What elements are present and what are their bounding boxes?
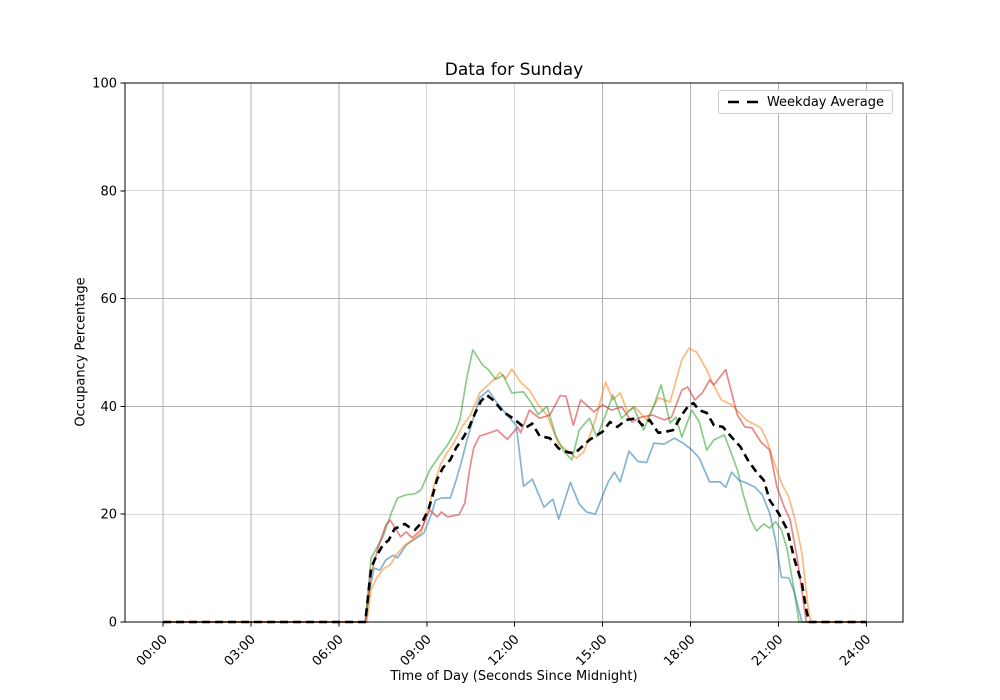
x-tick-label: 21:00 (749, 632, 786, 669)
x-tick-label: 03:00 (222, 632, 259, 669)
y-tick-label: 20 (100, 508, 117, 523)
chart-title: Data for Sunday (444, 60, 584, 80)
x-tick-label: 00:00 (134, 632, 171, 669)
y-tick-label: 40 (100, 400, 117, 415)
y-tick-label: 60 (100, 292, 117, 307)
tick-marks (120, 82, 867, 627)
x-tick-label: 24:00 (837, 632, 874, 669)
x-axis-label: Time of Day (Seconds Since Midnight) (390, 669, 638, 684)
x-tick-label: 15:00 (573, 632, 610, 669)
legend-entry-label: Weekday Average (766, 94, 884, 110)
tick-labels: 00:00 03:00 06:00 09:00 12:00 15:00 18:00 21:00… (92, 77, 874, 670)
legend-dashed-line-sample (728, 100, 758, 104)
x-tick-label: 06:00 (310, 632, 347, 669)
x-tick-label: 12:00 (485, 632, 522, 669)
y-tick-label: 0 (109, 616, 117, 631)
series-line-sunday-sample-green (163, 348, 867, 623)
y-tick-label: 80 (100, 184, 117, 199)
legend-box: Weekday Average (718, 90, 893, 114)
gridlines (125, 82, 903, 623)
x-tick-label: 09:00 (398, 632, 435, 669)
series-lines (163, 347, 867, 624)
y-tick-label: 100 (92, 77, 117, 92)
series-line-sunday-sample-red (163, 368, 867, 623)
axes-spines (124, 82, 904, 623)
x-tick-label: 18:00 (661, 632, 698, 669)
y-axis-label: Occupancy Percentage (73, 277, 89, 427)
